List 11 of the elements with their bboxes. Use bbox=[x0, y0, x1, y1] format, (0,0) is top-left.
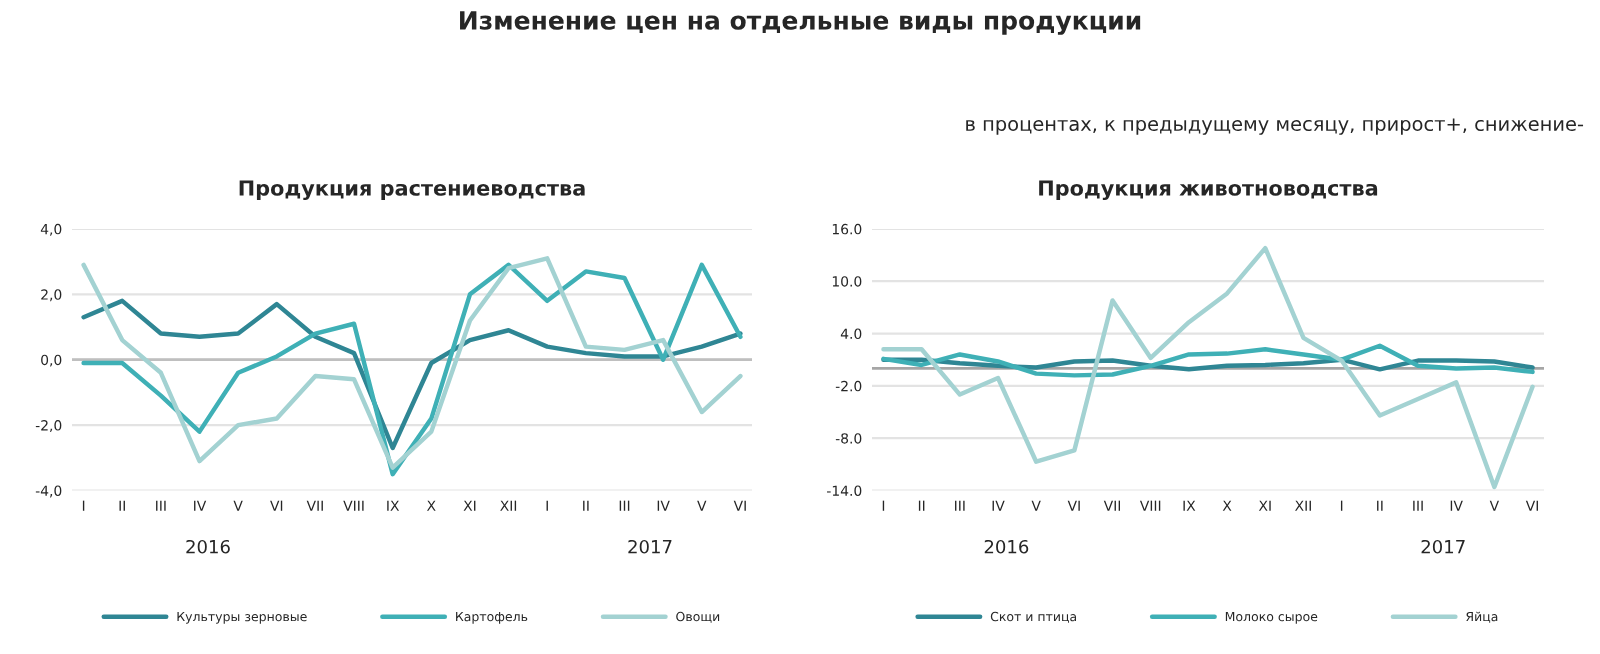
line-series bbox=[81, 298, 743, 451]
text: 2016 bbox=[186, 539, 230, 554]
text: Изменение цен на отдельные виды продукции bbox=[460, 11, 1141, 35]
text: 2017 bbox=[1421, 539, 1465, 554]
text: 2016 bbox=[984, 539, 1029, 554]
text: в процентах, к предыдущему месяцу, прирост+, снижение- bbox=[966, 118, 1584, 135]
chart-title: Продукция растениеводства bbox=[239, 180, 585, 201]
line-series bbox=[881, 245, 1535, 490]
chart-title: Продукция животноводства bbox=[1039, 180, 1378, 201]
line-series bbox=[881, 343, 1535, 378]
text: 2017 bbox=[628, 539, 672, 554]
